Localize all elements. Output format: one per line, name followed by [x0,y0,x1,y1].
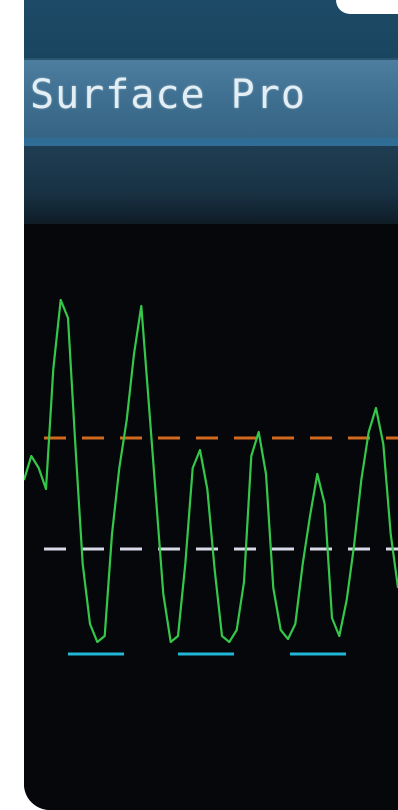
window-title: Surface Pro [30,72,306,118]
header-band [24,146,398,224]
title-underline [24,138,398,146]
top-bezel [24,0,398,58]
monitor-screen: Surface Pro [24,0,398,810]
signal-chart [24,298,398,656]
plot-area[interactable] [24,224,398,810]
signal-trace [24,298,398,644]
bezel-corner [336,0,398,14]
window-title-bar[interactable]: Surface Pro [24,58,398,140]
